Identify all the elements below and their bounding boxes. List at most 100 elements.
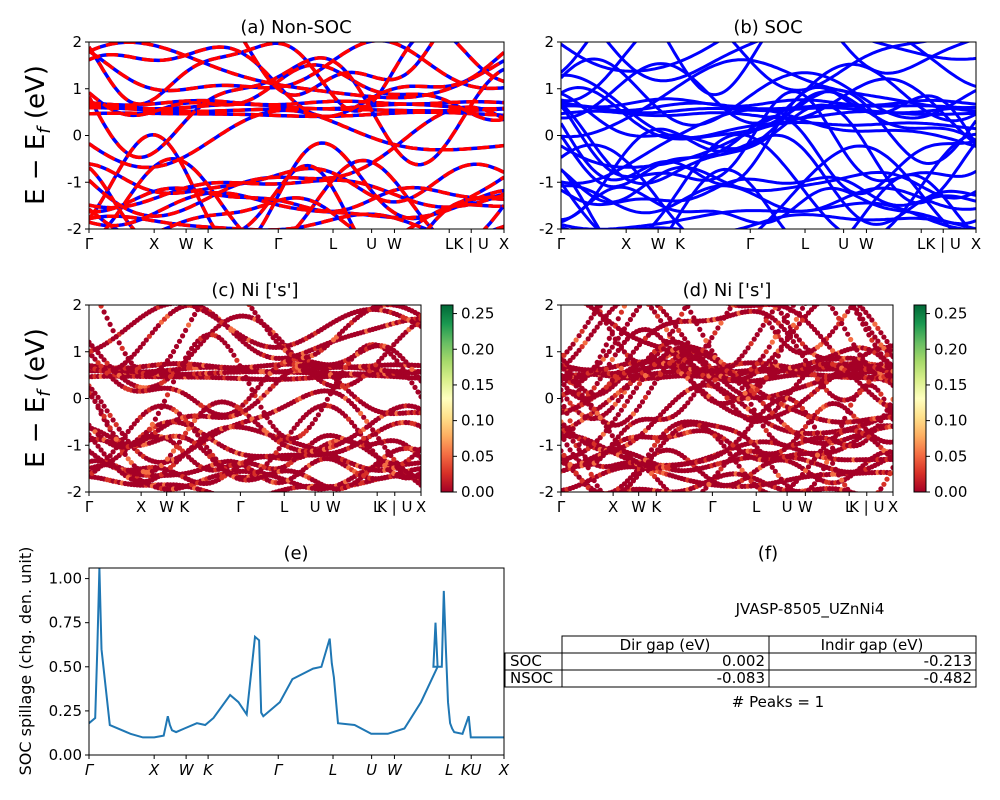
band-point — [418, 313, 421, 319]
colorbar-tick-label: 0.10 — [461, 412, 494, 430]
band-point — [884, 338, 890, 345]
band-point — [95, 403, 101, 409]
band-point — [769, 309, 775, 315]
band-point — [321, 402, 327, 408]
band-point — [802, 424, 809, 430]
band-line — [561, 90, 976, 151]
band-point — [615, 347, 621, 353]
band-point — [615, 397, 621, 404]
band-point — [412, 384, 418, 390]
band-point — [851, 342, 857, 348]
band-point — [183, 430, 189, 436]
band-point — [679, 332, 685, 338]
band-point — [878, 391, 884, 397]
band-point — [851, 413, 857, 419]
band-point — [376, 436, 382, 442]
band-point — [131, 421, 137, 427]
band-point — [597, 487, 603, 492]
y-tick-label: 0 — [72, 390, 82, 408]
band-point — [845, 408, 851, 414]
band-point — [249, 305, 255, 312]
band-point — [186, 426, 192, 432]
band-point — [165, 305, 170, 307]
band-point — [89, 385, 92, 391]
x-tick-label: L — [373, 498, 382, 516]
band-point — [576, 333, 582, 339]
band-point — [571, 493, 576, 498]
band-line — [561, 85, 976, 166]
band-point — [606, 361, 612, 367]
band-point — [264, 327, 270, 333]
band-point — [645, 355, 652, 361]
band-point — [588, 332, 594, 338]
band-point — [418, 470, 421, 476]
band-point — [600, 348, 606, 354]
band-point — [568, 492, 573, 497]
band-point — [627, 316, 634, 323]
band-point — [101, 460, 107, 466]
band-point — [670, 336, 676, 342]
x-tick-label: W — [179, 235, 194, 253]
x-tick-label: X — [149, 235, 159, 253]
band-point — [180, 360, 186, 367]
x-tick-label: L — [801, 235, 810, 253]
band-point — [264, 461, 270, 467]
band-point — [603, 366, 609, 372]
band-point — [119, 345, 125, 351]
band-point — [630, 312, 637, 318]
y-tick-label: 0 — [72, 127, 82, 145]
y-tick-label: 1 — [72, 80, 82, 98]
band-point — [769, 339, 775, 345]
panel-b-bands — [561, 42, 976, 229]
band-point — [592, 298, 597, 303]
band-point — [406, 362, 412, 369]
band-point — [760, 452, 766, 458]
band-point — [173, 444, 180, 450]
band-point — [397, 362, 403, 368]
band-point — [802, 313, 809, 319]
band-point — [754, 361, 760, 367]
band-point — [243, 399, 249, 405]
colorbar-tick-label: 0.00 — [461, 483, 494, 501]
band-point — [264, 415, 270, 421]
band-point — [219, 494, 224, 499]
band-point — [412, 370, 418, 376]
band-point — [192, 341, 198, 348]
x-tick-label: W — [651, 235, 666, 253]
band-point — [195, 432, 201, 438]
band-point — [685, 340, 691, 346]
band-point — [146, 333, 152, 339]
band-point — [612, 401, 618, 407]
band-point — [189, 345, 195, 352]
band-point — [89, 432, 92, 438]
band-point — [890, 439, 893, 445]
x-tick-label: Γ — [85, 498, 94, 516]
band-point — [890, 378, 893, 384]
band-point — [249, 392, 255, 398]
band-point — [588, 315, 594, 321]
band-point — [192, 311, 198, 318]
band-point — [848, 336, 854, 343]
band-point — [152, 416, 158, 422]
band-point — [763, 456, 769, 462]
y-tick-label: 2 — [72, 33, 82, 51]
band-point — [418, 424, 421, 430]
band-point — [418, 394, 421, 400]
band-point — [418, 363, 421, 369]
band-point — [857, 352, 863, 358]
band-point — [352, 403, 358, 410]
band-point — [570, 354, 576, 360]
band-line — [89, 108, 504, 170]
band-point — [794, 298, 799, 303]
band-point — [101, 367, 107, 373]
band-point — [186, 350, 192, 356]
band-point — [763, 349, 769, 355]
band-point — [409, 380, 415, 386]
band-point — [376, 358, 382, 365]
band-point — [658, 480, 664, 486]
band-point — [830, 329, 836, 335]
band-point — [715, 470, 721, 476]
band-point — [648, 447, 655, 453]
band-point — [621, 339, 628, 345]
band-line-dashed — [89, 196, 504, 229]
